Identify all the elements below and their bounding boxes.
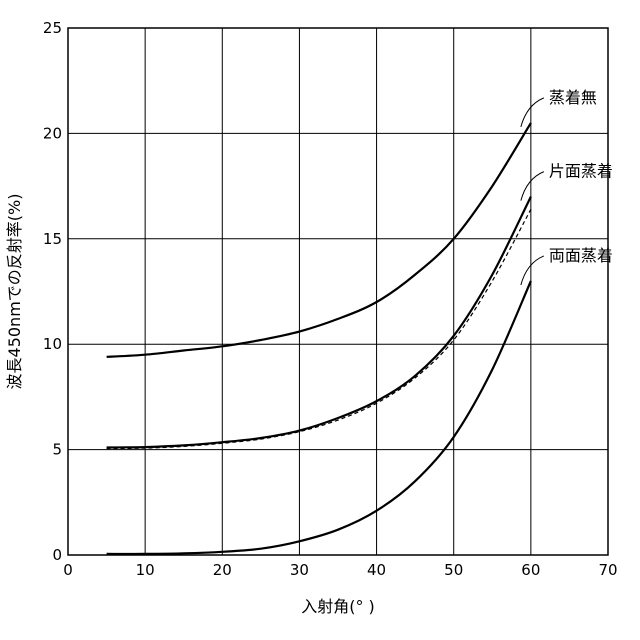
y-axis-title: 波長450nmでの反射率(%) [5, 194, 24, 390]
x-tick-label: 10 [136, 561, 155, 579]
x-tick-label: 60 [521, 561, 540, 579]
series-lines [107, 123, 531, 554]
x-tick-label: 20 [213, 561, 232, 579]
series-label: 蒸着無 [549, 88, 597, 107]
y-tick-label: 20 [43, 124, 62, 142]
series-labels: 蒸着無片面蒸着両面蒸着 [521, 88, 613, 285]
x-tick-label: 30 [290, 561, 309, 579]
y-tick-label: 25 [43, 19, 62, 37]
series-label-leader [521, 98, 544, 127]
series-line-dashed [107, 209, 531, 448]
series-label-leader [521, 256, 544, 285]
x-axis-title: 入射角(° ) [301, 597, 375, 616]
x-tick-label: 40 [367, 561, 386, 579]
x-tick-label: 0 [63, 561, 73, 579]
series-label: 片面蒸着 [549, 162, 613, 181]
series-label-leader [521, 172, 544, 201]
series-label: 両面蒸着 [549, 246, 613, 265]
x-tick-label: 50 [444, 561, 463, 579]
y-tick-label: 0 [52, 546, 62, 564]
y-tick-label: 10 [43, 335, 62, 353]
y-tick-label: 15 [43, 230, 62, 248]
x-tick-label: 70 [598, 561, 617, 579]
y-tick-label: 5 [52, 441, 62, 459]
